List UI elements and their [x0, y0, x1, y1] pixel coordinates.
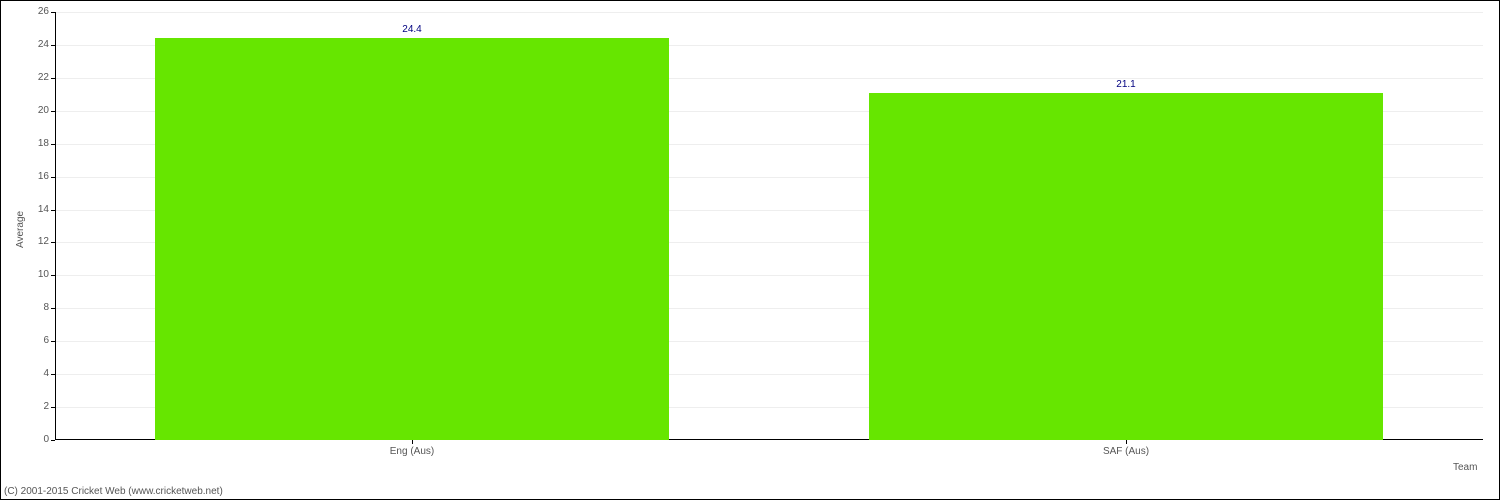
bar-value-label: 24.4	[402, 24, 421, 35]
y-tick-label: 22	[25, 72, 49, 83]
x-axis-title: Team	[1453, 462, 1477, 473]
y-tick-label: 6	[25, 335, 49, 346]
y-tick-label: 18	[25, 138, 49, 149]
bar	[869, 93, 1383, 440]
y-tick-label: 4	[25, 368, 49, 379]
y-tick-label: 14	[25, 204, 49, 215]
y-axis-line	[55, 12, 56, 440]
x-tick-mark	[1126, 440, 1127, 444]
y-tick-label: 20	[25, 105, 49, 116]
y-tick-mark	[51, 407, 55, 408]
y-tick-mark	[51, 275, 55, 276]
y-tick-label: 8	[25, 302, 49, 313]
y-tick-mark	[51, 144, 55, 145]
y-tick-mark	[51, 341, 55, 342]
y-tick-mark	[51, 177, 55, 178]
y-tick-mark	[51, 308, 55, 309]
bar	[155, 38, 669, 440]
y-tick-label: 26	[25, 6, 49, 17]
x-tick-label: Eng (Aus)	[390, 446, 434, 457]
bar-value-label: 21.1	[1116, 79, 1135, 90]
y-tick-mark	[51, 78, 55, 79]
copyright-text: (C) 2001-2015 Cricket Web (www.cricketwe…	[4, 486, 223, 497]
x-tick-mark	[412, 440, 413, 444]
y-tick-label: 10	[25, 269, 49, 280]
y-tick-mark	[51, 210, 55, 211]
y-tick-label: 16	[25, 171, 49, 182]
y-tick-mark	[51, 242, 55, 243]
x-tick-label: SAF (Aus)	[1103, 446, 1149, 457]
y-tick-label: 0	[25, 434, 49, 445]
plot-area	[55, 12, 1483, 440]
y-tick-label: 24	[25, 39, 49, 50]
y-tick-mark	[51, 12, 55, 13]
y-tick-mark	[51, 374, 55, 375]
y-tick-mark	[51, 45, 55, 46]
gridline	[55, 12, 1483, 13]
y-tick-mark	[51, 440, 55, 441]
y-tick-mark	[51, 111, 55, 112]
y-tick-label: 12	[25, 236, 49, 247]
y-tick-label: 2	[25, 401, 49, 412]
